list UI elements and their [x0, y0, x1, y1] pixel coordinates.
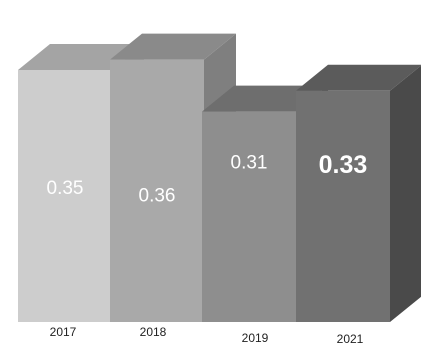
- bar-front-2017: [18, 70, 112, 322]
- value-label-2019: 0.31: [231, 153, 268, 174]
- bar-front-2021: [296, 90, 390, 322]
- bar-top-2021: [296, 64, 421, 91]
- bar-top-2018: [110, 33, 236, 60]
- category-label-2018: 2018: [140, 325, 167, 339]
- labels-layer: 0.35 2017 0.36 2018 0.31 2019 0.33 2021: [47, 151, 368, 346]
- bar-side-2021: [390, 65, 421, 322]
- value-label-2021: 0.33: [319, 151, 368, 179]
- category-label-2019: 2019: [242, 331, 269, 345]
- bars-layer: [18, 33, 421, 322]
- value-label-2017: 0.35: [47, 178, 84, 199]
- bar-front-2019: [202, 111, 296, 322]
- category-label-2021: 2021: [337, 332, 364, 346]
- value-label-2018: 0.36: [139, 186, 176, 207]
- bar-front-2018: [110, 59, 204, 322]
- category-label-2017: 2017: [50, 325, 77, 339]
